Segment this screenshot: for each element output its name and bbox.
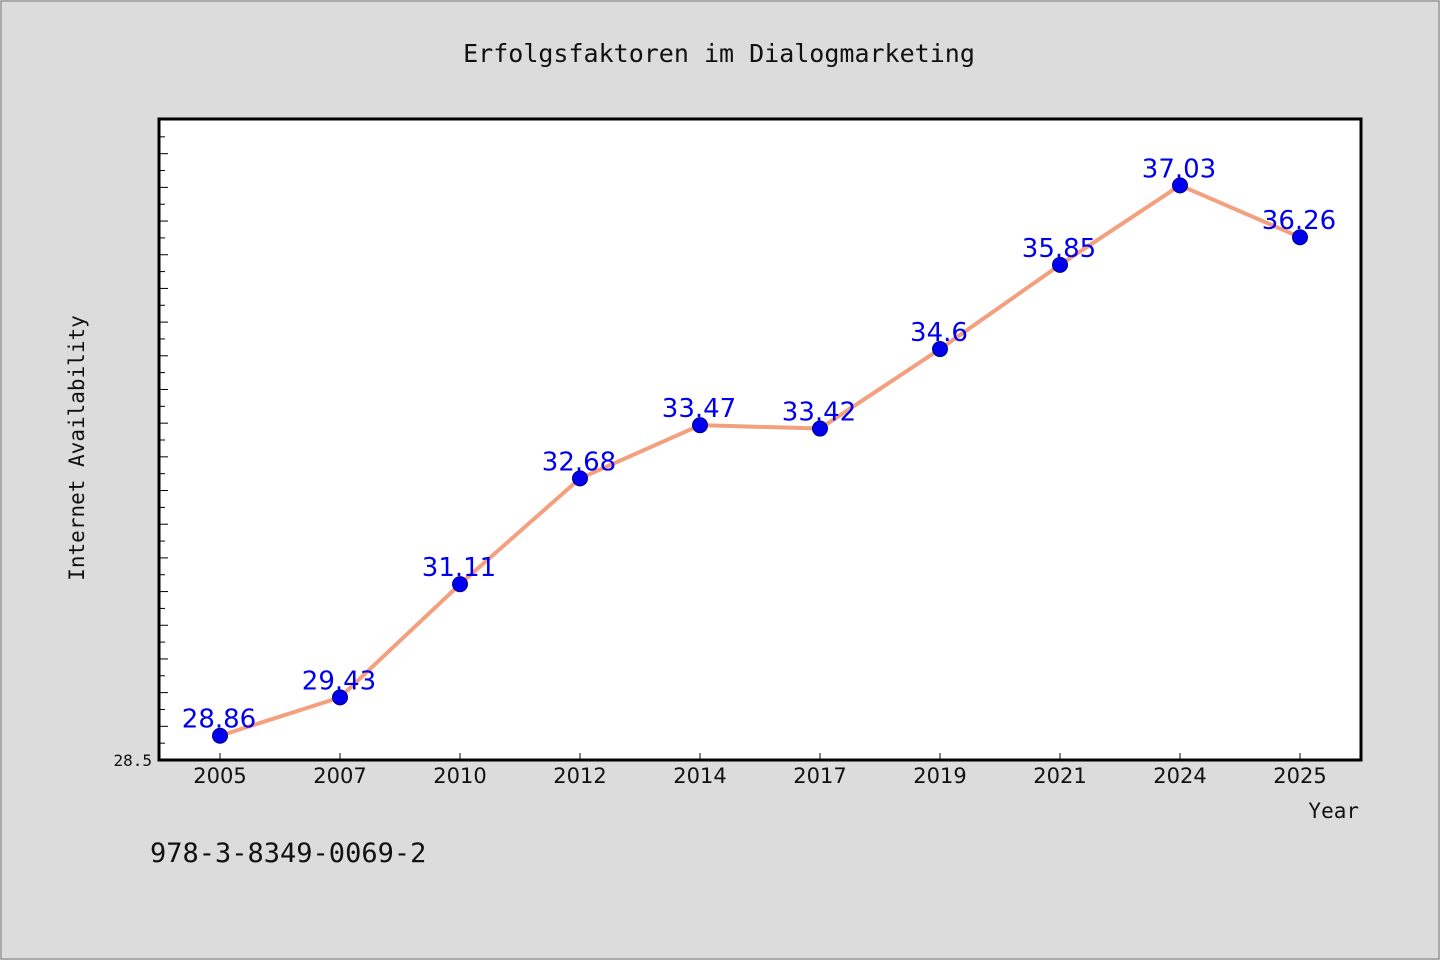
chart-title: Erfolgsfaktoren im Dialogmarketing xyxy=(463,39,975,68)
series-markers xyxy=(212,177,1308,744)
x-tick-label: 2017 xyxy=(793,764,846,788)
x-tick-label: 2019 xyxy=(913,764,966,788)
data-point xyxy=(692,417,708,434)
y-axis-label: Internet Availability xyxy=(65,315,89,581)
data-label: 35.85 xyxy=(1022,234,1096,264)
x-tick-label: 2012 xyxy=(553,764,606,788)
data-label: 34.6 xyxy=(910,318,968,348)
data-label: 36.26 xyxy=(1262,206,1336,236)
y-axis-ticks xyxy=(160,119,168,761)
y-tick-label: 28.5 xyxy=(113,751,152,770)
x-tick-label: 2025 xyxy=(1273,764,1326,788)
data-point xyxy=(1172,177,1188,194)
x-tick-label: 2014 xyxy=(673,764,726,788)
data-label: 37.03 xyxy=(1142,154,1216,184)
x-tick-label: 2010 xyxy=(433,764,486,788)
data-point xyxy=(452,576,468,593)
data-point xyxy=(1292,229,1308,246)
x-axis-tick-labels: 2005 2007 2010 2012 2014 2017 2019 2021 2024 2025 xyxy=(193,764,1326,788)
data-point xyxy=(332,689,348,706)
data-label: 28.86 xyxy=(182,705,256,735)
y-axis-tick-labels: 28.5 xyxy=(113,751,152,770)
data-point xyxy=(812,420,828,437)
data-label: 31.11 xyxy=(422,553,496,583)
data-label: 33.42 xyxy=(782,398,856,428)
data-point xyxy=(572,470,588,487)
x-axis-label: Year xyxy=(1308,799,1359,823)
isbn-footer: 978-3-8349-0069-2 xyxy=(150,838,426,869)
x-tick-label: 2007 xyxy=(313,764,366,788)
plot-area xyxy=(157,117,1363,762)
x-tick-label: 2005 xyxy=(193,764,246,788)
data-point xyxy=(932,341,948,358)
data-point xyxy=(212,727,228,744)
data-point xyxy=(1052,256,1068,273)
data-label: 32.68 xyxy=(542,447,616,477)
data-label: 33.47 xyxy=(662,394,736,424)
x-axis-ticks xyxy=(219,753,1301,760)
x-tick-label: 2021 xyxy=(1033,764,1086,788)
data-label: 29.43 xyxy=(302,666,376,696)
data-labels: 28.86 29.43 31.11 32.68 33.47 33.42 34.6 35.85 3… xyxy=(182,154,1336,734)
series-line-group xyxy=(218,183,1302,738)
x-tick-label: 2024 xyxy=(1153,764,1206,788)
series-line xyxy=(218,183,1302,738)
